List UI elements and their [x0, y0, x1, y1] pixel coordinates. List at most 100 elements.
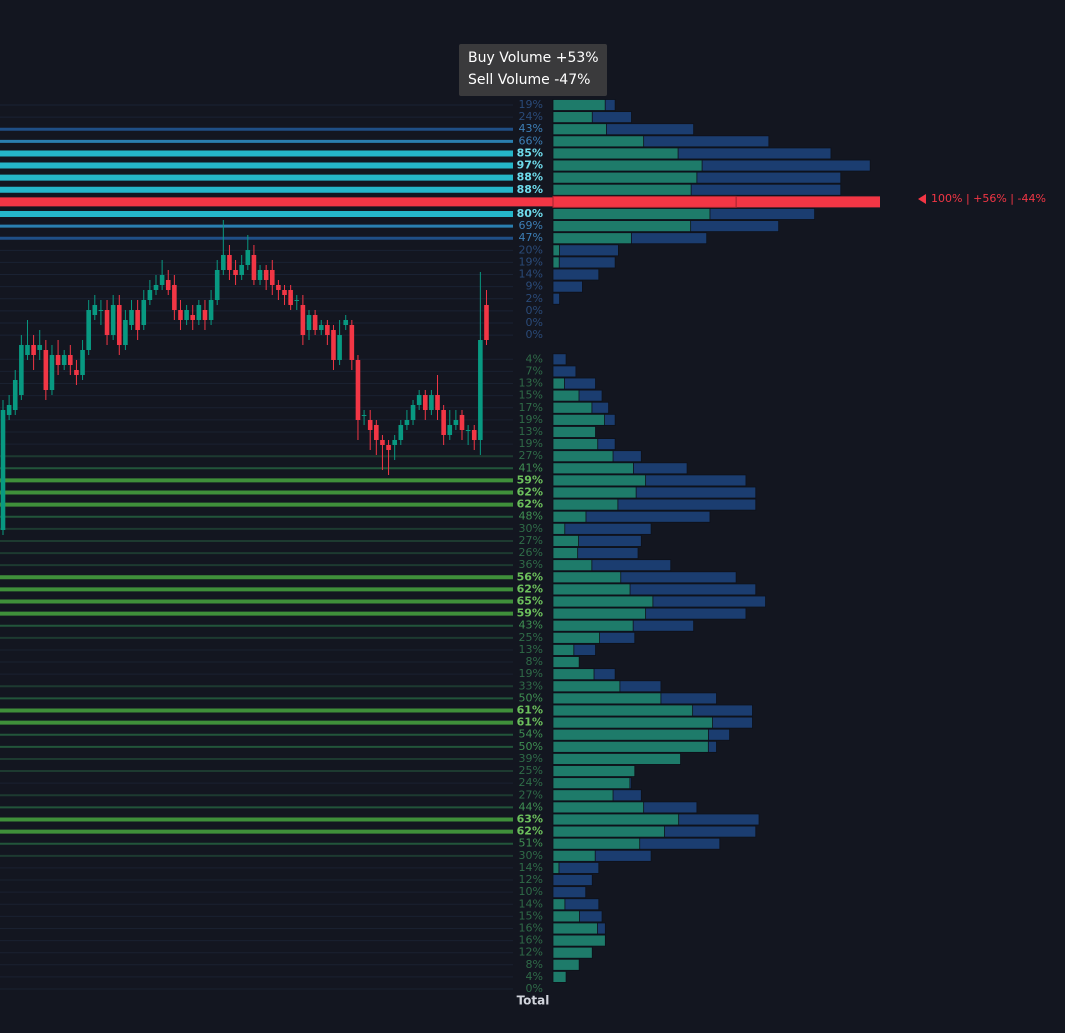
- percent-label: 27%: [519, 788, 543, 801]
- candle-body: [429, 395, 434, 410]
- percent-label: 2%: [526, 292, 543, 305]
- percent-label: 88%: [517, 171, 543, 184]
- percent-label: 13%: [519, 425, 543, 438]
- candle-body: [202, 310, 208, 320]
- buy-volume-bar: [552, 595, 654, 608]
- buy-volume-bar: [552, 680, 621, 693]
- candle-body: [312, 315, 318, 330]
- percent-label: 97%: [517, 159, 543, 172]
- percent-label: 41%: [519, 461, 543, 474]
- buy-volume-bar: [552, 837, 641, 850]
- candle-body: [288, 290, 293, 305]
- percent-label: 10%: [519, 885, 543, 898]
- candle-body: [19, 345, 24, 395]
- candle-body: [153, 285, 159, 290]
- percent-label: 14%: [519, 861, 543, 874]
- percent-label: 30%: [519, 849, 543, 862]
- percent-label: 59%: [517, 607, 543, 620]
- candle-body: [367, 420, 373, 430]
- percent-label: 16%: [519, 934, 543, 947]
- buy-volume-bar: [552, 765, 636, 777]
- buy-volume-bar: [552, 171, 698, 184]
- percent-label: 0%: [526, 328, 543, 341]
- percent-label: 19%: [519, 98, 543, 111]
- candle-body: [404, 420, 410, 425]
- percent-label: 0%: [526, 982, 543, 995]
- candle-body: [435, 395, 440, 410]
- sell-volume-bar: [552, 874, 593, 886]
- buy-volume-bar: [552, 704, 694, 717]
- percent-label: 19%: [519, 413, 543, 426]
- percent-label: 62%: [517, 582, 543, 595]
- percent-label: 15%: [519, 389, 543, 402]
- percent-label: 4%: [526, 970, 543, 983]
- buy-volume-bar: [552, 571, 622, 584]
- percent-label: 43%: [519, 122, 543, 135]
- poc-bar: [553, 196, 880, 208]
- buy-volume-bar: [552, 183, 692, 196]
- buy-volume-bar: [552, 934, 606, 947]
- candle-body: [269, 270, 275, 285]
- buy-volume-bar: [552, 438, 599, 450]
- percent-label: 85%: [517, 146, 543, 159]
- candle-body: [422, 395, 428, 410]
- buy-volume-bar: [552, 946, 593, 959]
- buy-volume-bar: [552, 159, 703, 172]
- percent-label: 7%: [526, 364, 543, 377]
- buy-volume-bar: [552, 583, 631, 596]
- candle-body: [294, 300, 300, 301]
- candle-body: [484, 305, 489, 340]
- candle-body: [392, 440, 397, 445]
- sell-volume-bar: [552, 353, 567, 366]
- percent-label: 8%: [526, 655, 543, 668]
- percent-label: 0%: [526, 316, 543, 329]
- buy-volume-bar: [552, 753, 681, 765]
- poc-arrow: [918, 194, 926, 204]
- buy-volume-bar: [552, 910, 580, 923]
- candle-body: [196, 305, 202, 320]
- buy-volume-bar: [552, 426, 596, 438]
- candle-body: [325, 325, 330, 335]
- percent-label: 62%: [517, 486, 543, 499]
- candle-body: [123, 320, 128, 345]
- percent-label: 43%: [519, 619, 543, 632]
- buy-volume-bar: [552, 716, 713, 729]
- candle-body: [25, 345, 30, 355]
- candle-body: [355, 360, 361, 420]
- buy-volume-bar: [552, 135, 645, 148]
- volume-profile: 19%24%43%66%85%97%88%88%80%69%47%20%19%1…: [517, 98, 880, 995]
- percent-label: 44%: [519, 800, 543, 813]
- percent-label: 25%: [519, 631, 543, 644]
- candle-body: [221, 255, 226, 270]
- sell-volume-bar: [552, 886, 587, 899]
- percent-label: 51%: [519, 837, 543, 850]
- percent-label: 88%: [517, 183, 543, 196]
- percent-label: 62%: [517, 498, 543, 511]
- candle-body: [361, 415, 367, 416]
- buy-volume-bar: [552, 656, 580, 668]
- buy-volume-bar: [552, 971, 567, 983]
- percent-label: 80%: [517, 207, 543, 220]
- percent-label: 20%: [519, 243, 543, 256]
- percent-label: 59%: [517, 473, 543, 486]
- percent-label: 14%: [519, 268, 543, 281]
- candle-body: [178, 310, 183, 320]
- buy-volume-bar: [552, 232, 632, 245]
- percent-label: 26%: [519, 546, 543, 559]
- level-lines: [0, 104, 880, 990]
- percent-label: 19%: [519, 255, 543, 268]
- footer-label: Total: [517, 994, 550, 1008]
- candle-body: [68, 355, 73, 365]
- percent-label: 17%: [519, 401, 543, 414]
- candle-body: [55, 355, 61, 365]
- poc-buy-bar: [552, 195, 737, 208]
- percent-label: 14%: [519, 897, 543, 910]
- candle-body: [306, 315, 312, 330]
- buy-volume-bar: [552, 801, 645, 814]
- percent-label: 50%: [519, 740, 543, 753]
- buy-volume-bar: [552, 777, 631, 790]
- buy-volume-bar: [552, 958, 580, 971]
- buy-volume-bar: [552, 147, 679, 160]
- percent-label: 50%: [519, 691, 543, 704]
